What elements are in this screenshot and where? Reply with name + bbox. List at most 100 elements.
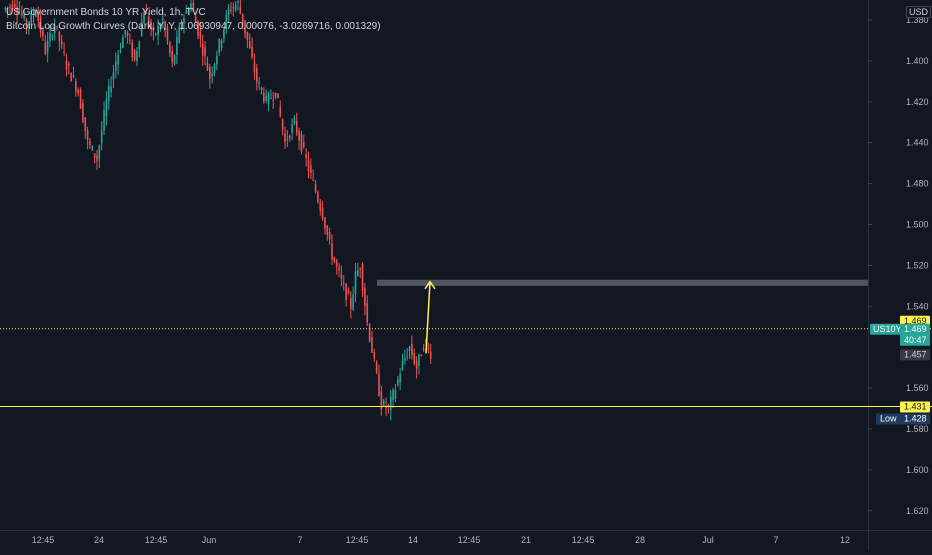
candle-body — [415, 360, 418, 369]
candle-body — [162, 18, 164, 21]
candle-body — [387, 404, 390, 407]
marker-price-text: 1.457 — [904, 349, 927, 359]
candle-body — [63, 51, 65, 54]
candle-body — [256, 68, 258, 83]
candle-body — [6, 7, 9, 10]
candle-body — [154, 33, 157, 35]
candle-body — [13, 3, 16, 8]
arrow-head[interactable] — [424, 280, 436, 290]
legend-symbol-line: US Government Bonds 10 YR Yield, 1h, TVC — [6, 7, 206, 18]
candle-body — [284, 133, 286, 142]
candle-body — [199, 31, 202, 39]
candle-body — [58, 31, 61, 42]
candle-body — [399, 374, 401, 383]
candle-body — [265, 95, 267, 101]
candle-body — [187, 11, 190, 13]
candle-body — [392, 389, 394, 401]
candle-body — [335, 260, 338, 267]
candle-body — [216, 55, 218, 65]
candle-body — [427, 348, 430, 350]
candle-body — [103, 110, 105, 131]
candle-body — [324, 217, 326, 229]
candle-body — [312, 179, 314, 181]
candle-body — [408, 346, 411, 351]
arrow-line[interactable] — [425, 281, 431, 354]
currency-label[interactable]: USD — [906, 6, 932, 18]
candle-body — [21, 12, 23, 16]
candle-body — [53, 25, 56, 34]
candle-body — [394, 390, 397, 399]
candle-body — [173, 55, 176, 65]
candle-body — [68, 63, 70, 66]
candle-body — [404, 358, 406, 361]
price-tick-label: 1.580 — [906, 424, 929, 434]
candle-body — [352, 294, 354, 310]
price-tick-label: 1.440 — [906, 138, 929, 148]
candle-body — [317, 192, 319, 202]
low-tag-label: Low — [880, 414, 897, 424]
candle-body — [178, 26, 181, 43]
candle-body — [206, 62, 209, 71]
candle-body — [91, 146, 94, 151]
candle-body — [176, 37, 178, 55]
candle-body — [60, 40, 63, 45]
candle-body — [429, 351, 432, 359]
candle-body — [293, 117, 296, 124]
candle-body — [378, 373, 380, 396]
candle-body — [105, 99, 108, 117]
candle-body — [295, 120, 298, 133]
time-tick-label: 28 — [635, 535, 645, 545]
low-tag-value: 1.428 — [904, 414, 927, 424]
candle-body — [253, 62, 256, 73]
candle-body — [274, 92, 277, 98]
candle-body — [65, 60, 68, 70]
price-tick-label: 1.540 — [906, 301, 929, 311]
price-tick-label: 1.600 — [906, 465, 929, 475]
candle-body — [382, 400, 385, 406]
candle-body — [340, 274, 343, 279]
candle-body — [288, 135, 291, 139]
candle-body — [267, 93, 270, 104]
candle-body — [9, 6, 11, 8]
candle-body — [131, 42, 134, 58]
candle-body — [138, 41, 141, 50]
candle-body — [209, 66, 211, 79]
candle-body — [338, 266, 340, 271]
price-tick-label: 1.420 — [906, 97, 929, 107]
candle-body — [361, 264, 364, 291]
candle-body — [357, 270, 359, 276]
plot-area[interactable] — [0, 0, 868, 530]
candle-body — [143, 13, 145, 24]
candle-body — [37, 13, 40, 22]
candle-body — [333, 257, 336, 263]
candle-body — [77, 89, 79, 94]
time-tick-label: 21 — [521, 535, 531, 545]
candle-body — [389, 396, 392, 411]
resistance-zone[interactable] — [377, 279, 868, 286]
candle-body — [25, 19, 28, 27]
price-tick-label: 1.620 — [906, 506, 929, 516]
symbol-tag — [870, 323, 900, 335]
candle-body — [281, 119, 284, 131]
candle-body — [150, 21, 152, 30]
line-price-tag — [900, 401, 930, 413]
candle-body — [30, 12, 32, 23]
candle-body — [185, 10, 188, 14]
countdown-text: 40:47 — [904, 335, 927, 345]
candle-body — [260, 87, 263, 90]
candle-body — [32, 14, 35, 17]
candle-body — [347, 290, 350, 295]
candle-body — [286, 139, 289, 141]
candle-body — [248, 41, 251, 49]
candle-body — [171, 51, 173, 63]
candle-body — [82, 103, 84, 123]
candle-body — [354, 271, 357, 295]
price-tick-label: 1.500 — [906, 220, 929, 230]
candle-body — [169, 42, 171, 53]
candle-body — [413, 353, 416, 364]
time-tick-label: 12:45 — [458, 535, 481, 545]
candle-body — [237, 1, 239, 3]
candle-body — [227, 7, 230, 16]
